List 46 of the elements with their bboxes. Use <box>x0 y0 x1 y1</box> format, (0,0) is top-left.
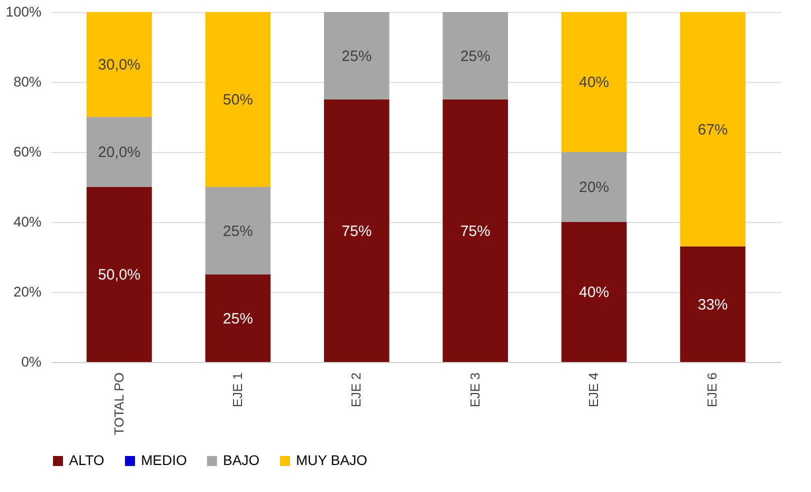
y-tick-label: 40% <box>13 214 42 230</box>
data-label: 25% <box>460 48 490 65</box>
x-tick-label: EJE 1 <box>230 372 245 408</box>
data-label: 67% <box>698 121 728 138</box>
bar <box>324 12 390 100</box>
x-tick-label: EJE 2 <box>348 372 364 408</box>
bar <box>324 100 390 362</box>
bar <box>86 12 152 117</box>
y-tick-label: 100% <box>6 4 42 20</box>
data-label: 30,0% <box>98 56 141 74</box>
data-label: 25% <box>342 48 372 65</box>
bar <box>680 12 746 246</box>
data-label: 25% <box>222 222 253 240</box>
y-tick-label: 20% <box>13 284 42 300</box>
bar <box>86 117 152 187</box>
bar <box>205 274 271 362</box>
data-label: 75% <box>342 222 372 240</box>
y-tick-label: 60% <box>13 144 42 160</box>
x-tick-label: EJE 6 <box>704 372 720 408</box>
data-label: 25% <box>222 310 253 328</box>
bar <box>86 187 152 362</box>
x-tick-label: EJE 4 <box>586 372 602 408</box>
legend-label: MUY BAJO <box>296 452 368 468</box>
x-tick-label: EJE 3 <box>467 372 482 408</box>
bar <box>680 246 746 362</box>
legend-label: ALTO <box>69 452 104 468</box>
bar <box>561 152 627 222</box>
y-tick-label: 80% <box>13 74 42 90</box>
data-label: 75% <box>460 222 490 240</box>
legend-label: BAJO <box>223 452 260 468</box>
data-label: 33% <box>698 296 728 314</box>
legend-label: MEDIO <box>141 452 187 468</box>
bar <box>561 12 627 152</box>
data-label: 50,0% <box>98 266 141 284</box>
bar <box>561 222 627 362</box>
bar <box>442 12 508 100</box>
data-label: 50% <box>222 92 253 108</box>
bar <box>442 100 508 362</box>
data-label: 20,0% <box>98 144 141 161</box>
data-label: 20% <box>579 179 610 196</box>
data-label: 40% <box>579 284 610 301</box>
y-tick-label: 0% <box>21 354 42 370</box>
x-tick-label: TOTAL PO <box>111 372 126 436</box>
data-label: 40% <box>579 74 610 91</box>
bar <box>205 187 271 274</box>
bar <box>205 12 271 187</box>
